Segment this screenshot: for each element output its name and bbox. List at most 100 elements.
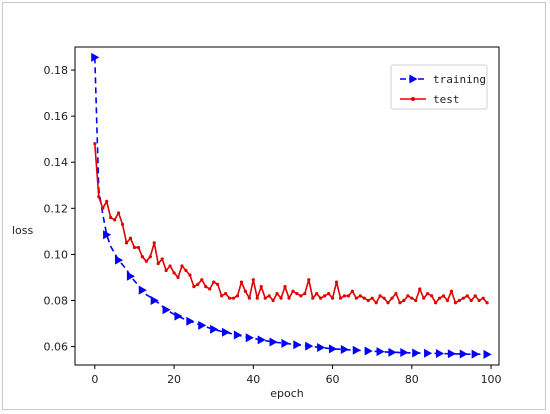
data-point-test [97, 195, 101, 199]
data-point-test [164, 268, 168, 273]
data-point-test [243, 289, 247, 293]
data-point-test [453, 301, 458, 305]
data-point-training [114, 255, 124, 265]
data-point-test [291, 289, 295, 293]
data-point-test [132, 245, 137, 250]
series-line-test [94, 143, 488, 304]
y-axis-label: loss [12, 224, 34, 237]
data-point-training [186, 316, 195, 326]
data-point-test [382, 296, 386, 300]
data-point-test [267, 294, 271, 298]
data-point-test [247, 296, 251, 300]
data-point-test [223, 291, 228, 296]
data-point-test [418, 287, 422, 291]
data-point-test [144, 259, 148, 263]
data-point-training [198, 320, 207, 330]
data-point-test [279, 296, 283, 300]
data-point-test [140, 255, 144, 259]
data-point-training [257, 335, 266, 345]
data-point-test [275, 291, 279, 296]
data-point-training [483, 349, 492, 359]
legend-item-test: test [400, 93, 460, 106]
data-point-test [259, 285, 263, 289]
data-point-training [376, 347, 385, 357]
series-test [93, 142, 489, 305]
data-point-training [162, 305, 171, 315]
data-point-test [378, 294, 382, 298]
data-point-test [323, 294, 327, 298]
legend: training test [390, 64, 488, 110]
data-point-test [287, 296, 291, 300]
data-point-test [319, 296, 323, 300]
data-point-test [437, 296, 442, 300]
y-tick-label: 0.14 [44, 156, 69, 169]
legend-marker [411, 97, 415, 101]
x-tick-label: 0 [91, 373, 98, 386]
data-point-training [317, 342, 326, 352]
x-tick-label: 80 [405, 373, 419, 386]
data-point-test [358, 294, 362, 298]
data-point-test [338, 296, 343, 300]
legend-item-training: training [400, 73, 486, 86]
data-point-test [101, 206, 105, 210]
data-point-test [374, 301, 378, 305]
data-point-training [210, 324, 219, 334]
data-point-test [414, 298, 418, 303]
data-point-test [481, 296, 485, 300]
data-point-test [283, 285, 287, 289]
data-point-test [473, 294, 477, 298]
data-point-training [103, 230, 112, 240]
data-point-training [328, 344, 338, 354]
data-point-test [200, 278, 204, 282]
y-tick-label: 0.10 [44, 248, 69, 261]
data-point-test [192, 285, 196, 289]
data-point-test [212, 280, 216, 284]
data-point-training [126, 271, 135, 281]
data-point-test [406, 294, 410, 298]
data-point-test [346, 294, 351, 298]
data-point-test [255, 296, 259, 300]
data-point-test [204, 285, 208, 289]
data-point-test [366, 298, 370, 303]
data-point-test [271, 298, 275, 303]
data-point-test [315, 291, 319, 296]
data-point-test [109, 215, 113, 220]
data-point-test [402, 298, 406, 303]
data-point-test [184, 268, 188, 273]
data-point-test [311, 296, 315, 300]
data-point-training [174, 311, 183, 321]
legend-box [390, 64, 488, 110]
data-point-test [156, 262, 160, 266]
data-point-test [433, 301, 438, 305]
data-point-test [172, 271, 176, 275]
data-point-test [422, 296, 426, 300]
data-point-test [362, 296, 366, 300]
data-point-test [227, 296, 232, 300]
data-point-test [128, 236, 133, 240]
data-point-test [235, 294, 240, 298]
data-point-test [307, 278, 311, 282]
data-point-test [295, 291, 299, 296]
series-training [91, 52, 492, 359]
data-point-test [239, 280, 244, 284]
data-point-training [388, 347, 397, 357]
data-point-test [93, 142, 97, 146]
data-point-test [176, 275, 180, 280]
data-point-test [370, 296, 374, 300]
data-point-test [196, 282, 200, 286]
data-point-test [342, 294, 347, 298]
data-point-training [281, 338, 290, 348]
data-point-test [208, 287, 212, 291]
data-point-test [461, 296, 465, 300]
data-point-test [426, 291, 430, 296]
data-point-test [105, 199, 109, 203]
data-point-test [386, 301, 390, 305]
y-tick-label: 0.12 [44, 202, 69, 215]
data-point-training [471, 349, 480, 359]
data-point-test [390, 296, 394, 300]
data-point-test [124, 241, 129, 245]
data-point-training [435, 348, 445, 358]
y-tick-label: 0.06 [44, 341, 69, 354]
data-point-test [398, 301, 402, 305]
data-point-test [113, 218, 117, 222]
